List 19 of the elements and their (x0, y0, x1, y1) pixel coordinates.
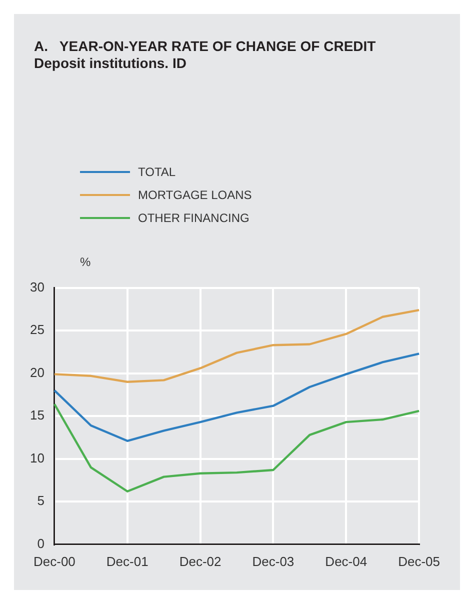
y-tick-label: 30 (30, 279, 44, 294)
legend-label: MORTGAGE LOANS (138, 188, 252, 202)
x-tick-label: Dec-04 (325, 554, 368, 569)
y-tick-label: 15 (30, 408, 44, 423)
y-tick-label: 20 (30, 364, 44, 380)
legend-label: OTHER FINANCING (138, 210, 250, 224)
legend-label: TOTAL (138, 164, 176, 178)
chart-subtitle: Deposit institutions. ID (34, 55, 186, 71)
y-axis-title: % (80, 255, 91, 269)
y-tick-label: 10 (30, 450, 44, 466)
x-tick-label: Dec-00 (34, 554, 76, 569)
y-tick-label: 5 (37, 493, 44, 508)
chart-title: A. YEAR-ON-YEAR RATE OF CHANGE OF CREDIT (34, 38, 376, 54)
y-tick-label: 25 (30, 322, 44, 338)
x-tick-label: Dec-03 (252, 554, 294, 569)
y-tick-label: 0 (37, 536, 44, 551)
x-tick-label: Dec-02 (179, 554, 222, 569)
x-tick-label: Dec-05 (398, 554, 440, 569)
x-tick-label: Dec-01 (106, 554, 148, 569)
